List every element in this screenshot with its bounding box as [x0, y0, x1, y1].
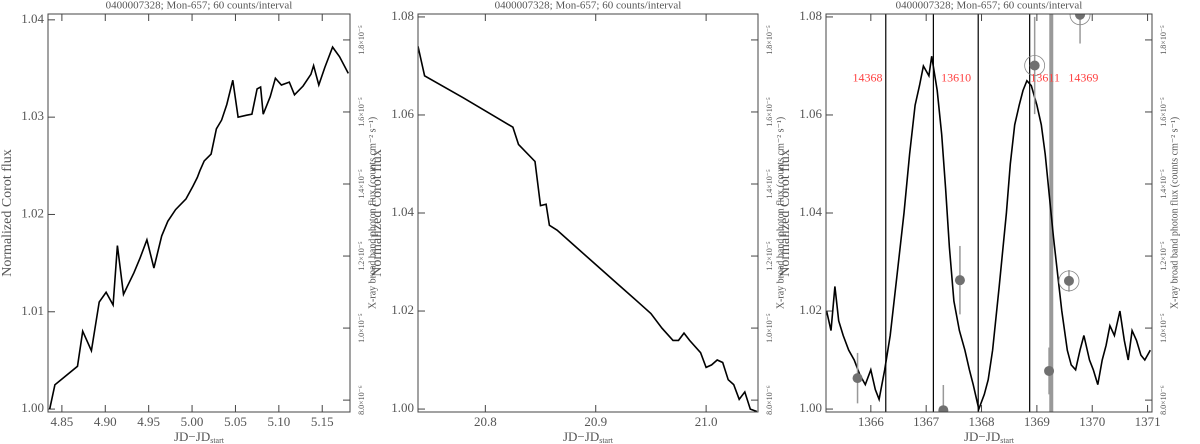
y2-tick-label: 1.0×10⁻⁵: [1159, 313, 1168, 343]
y2-tick-label: 1.0×10⁻⁵: [357, 313, 366, 343]
y2-tick-label: 1.2×10⁻⁵: [765, 241, 774, 271]
y2-tick-label: 1.8×10⁻⁵: [1159, 25, 1168, 55]
y-tick-label: 1.04: [799, 204, 822, 219]
xray-point: [1044, 365, 1055, 376]
light-curve: [826, 56, 1151, 412]
y2-tick-label: 1.4×10⁻⁵: [357, 169, 366, 199]
y-tick-label: 1.02: [21, 205, 44, 220]
x-axis-label: JD−JDstart: [964, 429, 1015, 444]
light-curve: [48, 45, 350, 410]
y-tick-label: 1.02: [391, 302, 414, 317]
x-axis-label-main: JD−JD: [964, 429, 1000, 444]
xray-point: [1075, 14, 1086, 20]
x-axis-label-main: JD−JD: [563, 429, 599, 444]
y2-tick-label: 1.8×10⁻⁵: [357, 25, 366, 55]
y2-tick-label: 1.6×10⁻⁵: [765, 97, 774, 127]
xray-point: [1029, 60, 1040, 71]
x-tick-label: 20.8: [474, 414, 497, 429]
y2-axis-label: X-ray broad band photon flux (counts cm⁻…: [775, 117, 786, 309]
point-ring: [1024, 55, 1046, 76]
panel: 0400007328; Mon-657; 60 counts/interval 2…: [370, 0, 786, 444]
y2-tick-label: 1.4×10⁻⁵: [765, 169, 774, 199]
interval-label: 14368: [853, 70, 883, 84]
x-tick-label: 4.90: [94, 414, 117, 429]
plot-frame: [417, 13, 759, 413]
x-axis-label: JD−JDstart: [563, 429, 614, 444]
x-axis-label: JD−JDstart: [174, 429, 225, 444]
xray-point: [1063, 275, 1074, 286]
point-ring: [1069, 14, 1091, 26]
y2-axis-label: X-ray broad band photon flux (counts cm⁻…: [1169, 117, 1180, 309]
y2-tick-label: 1.0×10⁻⁵: [765, 313, 774, 343]
x-tick-label: 1371: [1135, 414, 1161, 429]
x-tick-label: 1368: [969, 414, 995, 429]
xray-point: [954, 275, 965, 286]
x-tick-label: 1366: [858, 414, 885, 429]
y-tick-label: 1.04: [391, 204, 414, 219]
y-tick-label: 1.06: [799, 106, 822, 121]
y-tick-label: 1.03: [21, 108, 44, 123]
y2-tick-label: 8.0×10⁻⁶: [1159, 385, 1168, 415]
chart-title: 0400007328; Mon-657; 60 counts/interval: [495, 0, 682, 12]
y-tick-label: 1.08: [391, 8, 414, 23]
interval-label: 14369: [1068, 70, 1098, 84]
interval-label: 13611: [1030, 70, 1060, 84]
point-ring: [1058, 270, 1080, 292]
chart-title: 0400007328; Mon-657; 60 counts/interval: [896, 0, 1083, 12]
x-tick-label: 1367: [913, 414, 940, 429]
y2-tick-label: 1.6×10⁻⁵: [357, 97, 366, 127]
y2-tick-label: 1.2×10⁻⁵: [357, 241, 366, 271]
x-axis-label-main: JD−JD: [174, 429, 210, 444]
x-tick-label: 21.0: [695, 414, 718, 429]
plot-area: [418, 46, 758, 412]
x-tick-label: 20.9: [584, 414, 607, 429]
x-tick-label: 5.00: [181, 414, 204, 429]
y-tick-label: 1.01: [21, 303, 44, 318]
plot-frame: [47, 13, 351, 413]
y-tick-label: 1.00: [799, 400, 822, 415]
y2-tick-label: 8.0×10⁻⁶: [765, 385, 774, 415]
xray-point: [938, 405, 949, 412]
y2-tick-label: 1.6×10⁻⁵: [1159, 97, 1168, 127]
y-tick-label: 1.00: [21, 400, 44, 415]
y-tick-label: 1.02: [799, 302, 822, 317]
plot-area: [48, 45, 350, 410]
y-tick-label: 1.06: [391, 106, 414, 121]
x-axis-label-sub: start: [210, 436, 225, 444]
x-axis-label-sub: start: [1000, 436, 1015, 444]
light-curve: [418, 46, 758, 412]
y2-tick-label: 8.0×10⁻⁶: [357, 385, 366, 415]
y-tick-label: 1.08: [799, 8, 822, 23]
panel: 0400007328; Mon-657; 60 counts/interval 4…: [0, 0, 378, 444]
xray-point: [852, 373, 863, 384]
panel: 0400007328; Mon-657; 60 counts/interval 1…: [778, 0, 1180, 444]
x-tick-label: 5.10: [267, 414, 290, 429]
x-tick-label: 4.95: [137, 414, 160, 429]
y-tick-label: 1.04: [21, 11, 44, 26]
y2-tick-label: 1.4×10⁻⁵: [1159, 169, 1168, 199]
plot-frame: [825, 13, 1153, 413]
y2-tick-label: 1.8×10⁻⁵: [765, 25, 774, 55]
plot-area: [826, 14, 1151, 412]
x-tick-label: 1369: [1024, 414, 1050, 429]
chart-title: 0400007328; Mon-657; 60 counts/interval: [106, 0, 293, 12]
x-tick-label: 5.05: [224, 414, 247, 429]
y-axis-label: Normalized Corot flux: [778, 149, 793, 277]
y-axis-label: Normalized Corot flux: [0, 149, 15, 277]
interval-label: 13610: [941, 70, 971, 84]
y-axis-label: Normalized Corot flux: [370, 149, 385, 277]
x-axis-label-sub: start: [599, 436, 614, 444]
x-tick-label: 1370: [1079, 414, 1105, 429]
y2-axis-label: X-ray broad band photon flux (counts cm⁻…: [367, 117, 378, 309]
x-tick-label: 5.15: [311, 414, 334, 429]
y-tick-label: 1.00: [391, 400, 414, 415]
y2-tick-label: 1.2×10⁻⁵: [1159, 241, 1168, 271]
x-tick-label: 4.85: [51, 414, 74, 429]
